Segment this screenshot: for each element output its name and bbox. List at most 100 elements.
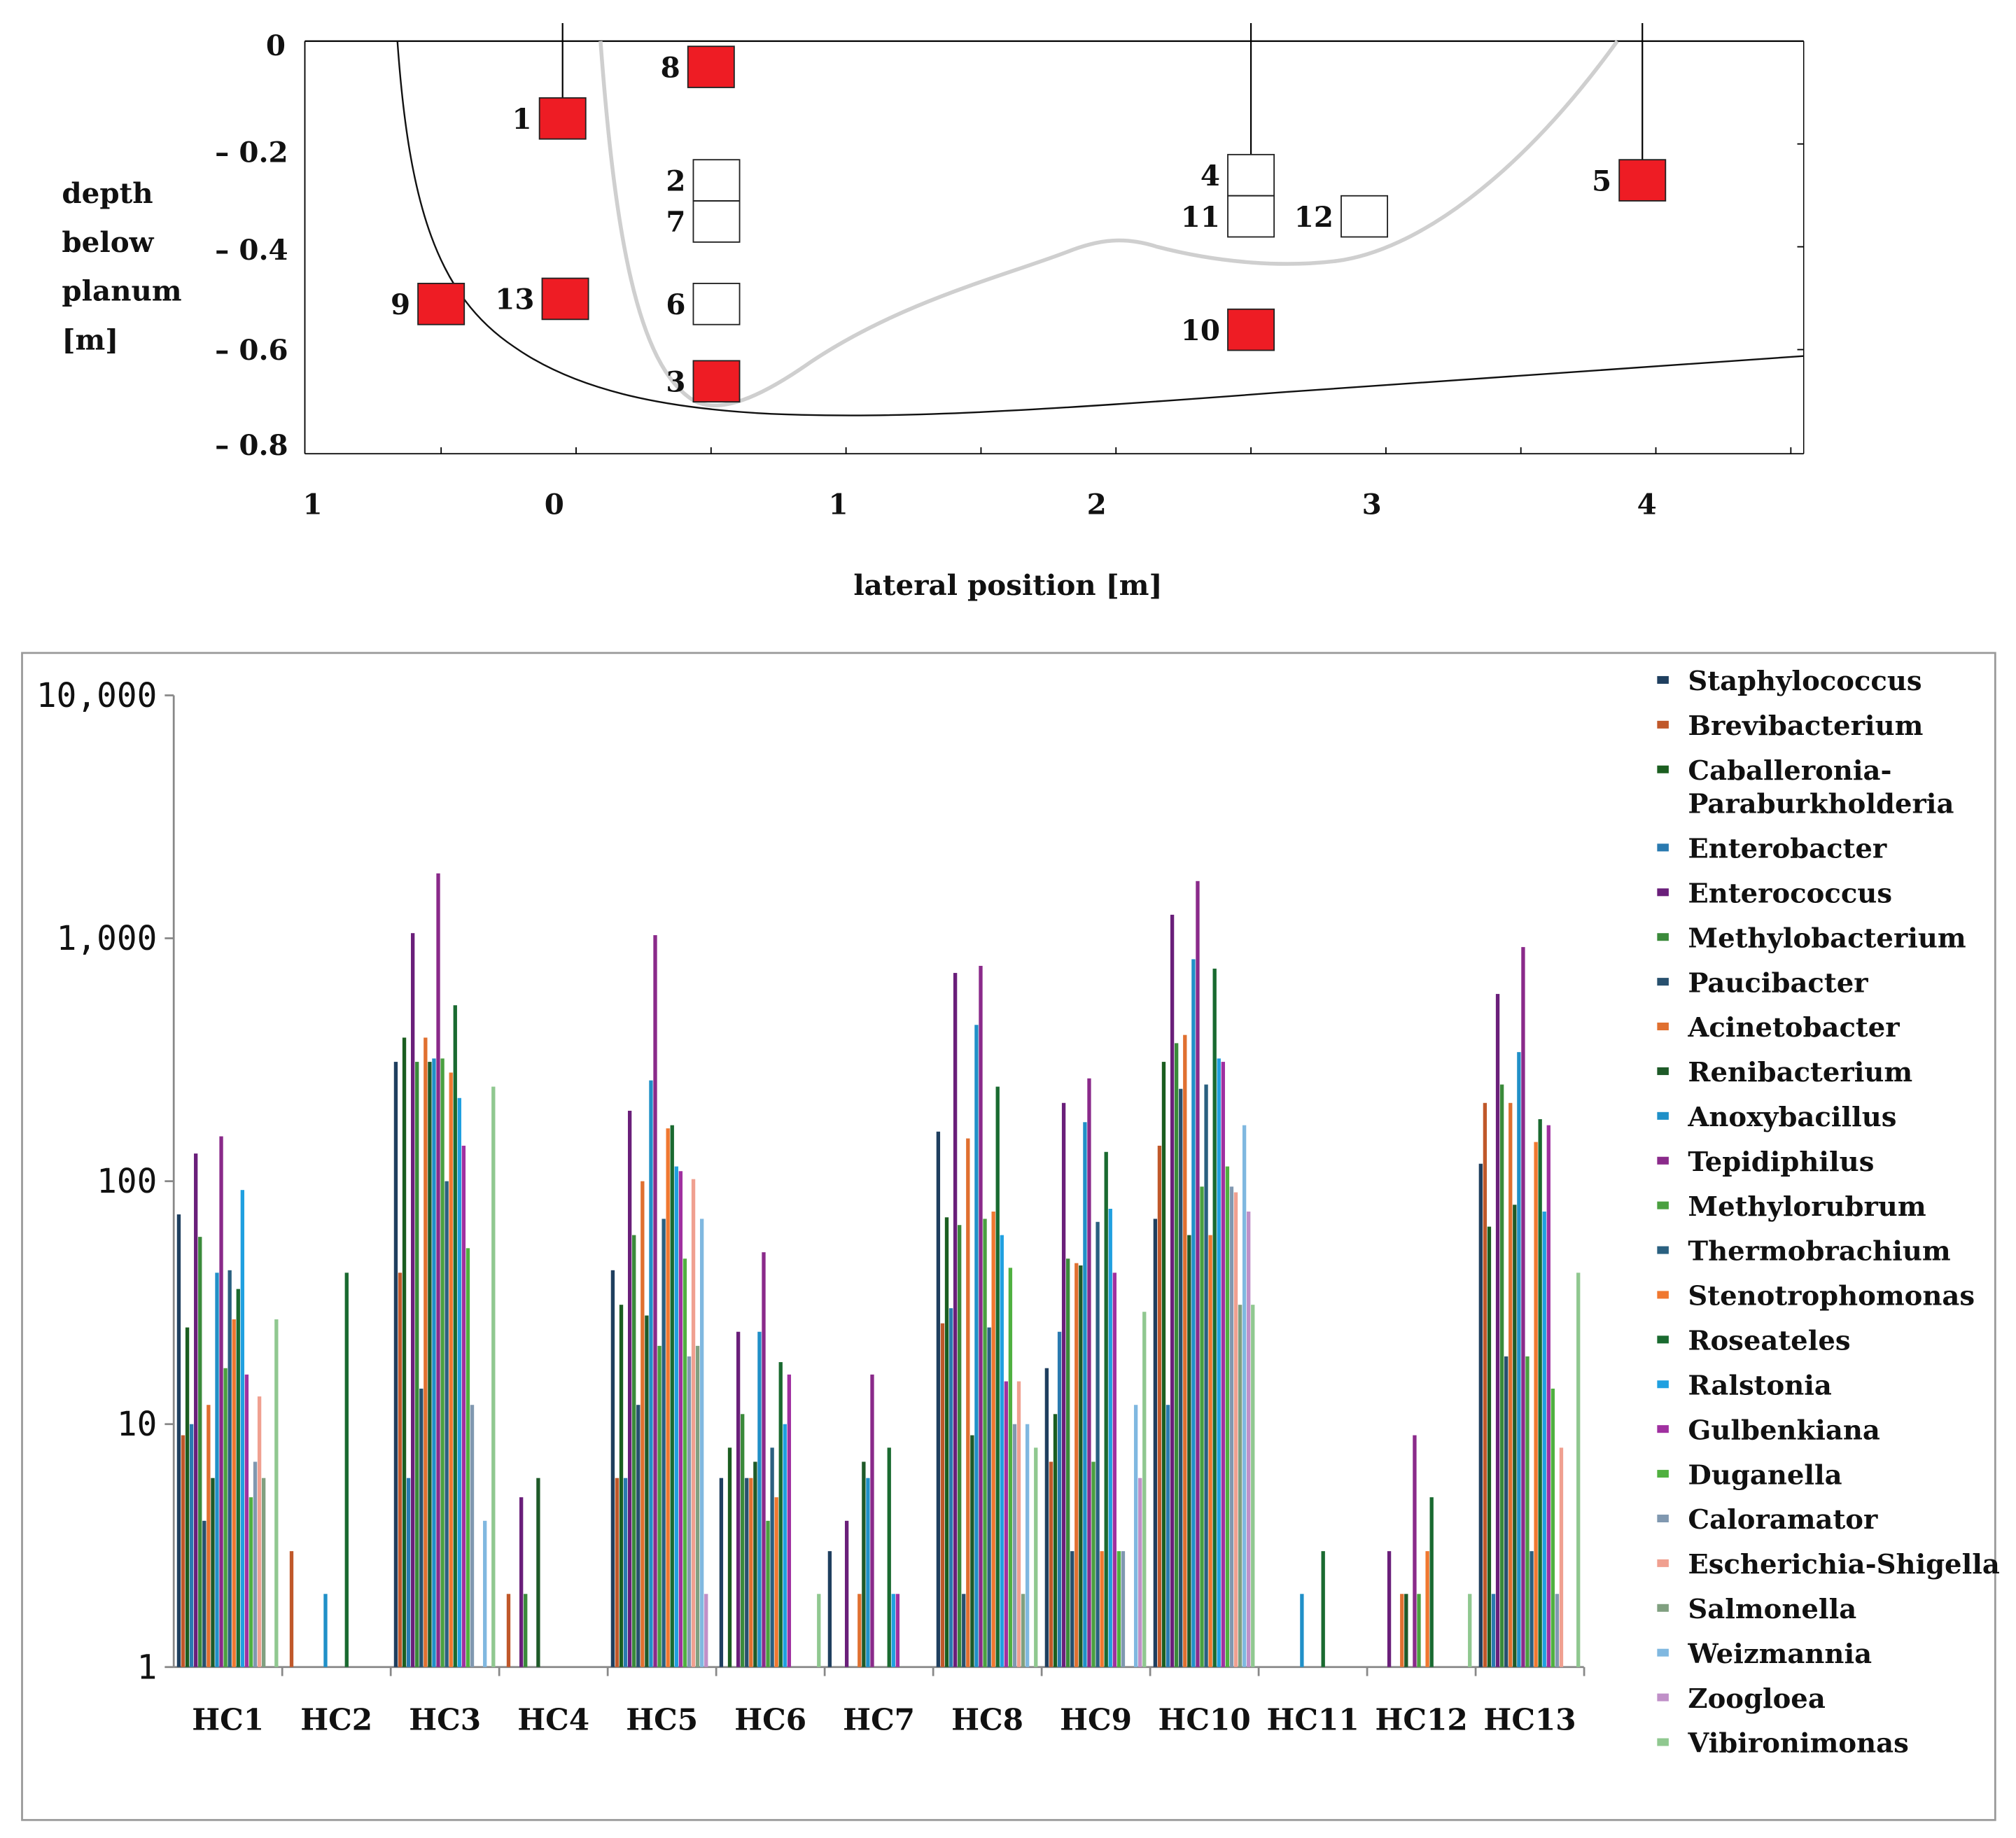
- bar-HC8-Escherichia-Shigella: [1016, 1381, 1021, 1667]
- legend-swatch: [1657, 1291, 1669, 1299]
- bar-HC3-Anoxybacillus: [432, 1058, 436, 1667]
- bar-HC9-Tepidiphilus: [1087, 1078, 1091, 1667]
- bar-HC8-Enterococcus: [953, 973, 958, 1667]
- bar-HC7-Acinetobacter: [858, 1594, 862, 1667]
- bar-HC3-Ralstonia: [457, 1097, 461, 1667]
- bar-HC5-Paucibacter: [636, 1405, 640, 1667]
- legend-label: Roseateles: [1688, 1326, 1850, 1357]
- sample-8: 8: [661, 45, 735, 88]
- x-axis-labels: HC1 HC2 HC3 HC4 HC5 HC6 HC7 HC8 HC9 HC10 HC11 HC12 H…: [192, 1667, 1586, 1737]
- bar-HC1-Caloramator: [253, 1461, 258, 1667]
- legend-item-Tepidiphilus: Tepidiphilus: [1657, 1146, 1874, 1178]
- bar-HC4-Brevibacterium: [506, 1594, 511, 1667]
- bar-HC13-Caballeronia-Paraburkholderia: [1487, 1226, 1492, 1667]
- legend-label: Duganella: [1688, 1459, 1842, 1491]
- legend-item-Renibacterium: Renibacterium: [1657, 1057, 1912, 1088]
- bar-HC1-Anoxybacillus: [215, 1272, 219, 1667]
- legend-swatch: [1657, 1648, 1669, 1657]
- bar-HC5-Anoxybacillus: [649, 1080, 653, 1667]
- bar-HC13-Renibacterium: [1513, 1205, 1517, 1667]
- bar-HC5-Staphylococcus: [610, 1270, 615, 1667]
- bar-HC1-Duganella: [248, 1497, 253, 1667]
- negative-sample-box: [692, 200, 741, 243]
- bar-HC6-Ralstonia: [783, 1424, 787, 1667]
- bar-HC13-Methylobacterium: [1499, 1084, 1504, 1667]
- x-axis-title: lateral position [m]: [853, 568, 1162, 602]
- sample-2: 2: [666, 159, 741, 202]
- bar-HC13-Anoxybacillus: [1517, 1052, 1521, 1667]
- positive-sample-box: [687, 45, 735, 88]
- bar-HC6-Paucibacter: [745, 1478, 749, 1667]
- bar-HC10-Anoxybacillus: [1191, 959, 1196, 1667]
- bar-HC1-Acinetobacter: [206, 1405, 211, 1667]
- bar-HC8-Weizmannia: [1025, 1424, 1030, 1667]
- y-tick-label: 10: [117, 1405, 157, 1444]
- bar-HC5-Gulbenkiana: [678, 1171, 683, 1667]
- bar-HC10-Ralstonia: [1217, 1058, 1221, 1667]
- legend-label-line: Caballeronia-: [1688, 755, 1891, 787]
- legend-label: Anoxybacillus: [1687, 1102, 1896, 1133]
- bar-HC5-Renibacterium: [645, 1315, 649, 1667]
- bar-HC3-Paucibacter: [419, 1388, 424, 1667]
- bar-HC1-Ralstonia: [240, 1190, 245, 1667]
- bar-HC10-Vibironimonas: [1251, 1305, 1255, 1667]
- bar-HC9-Renibacterium: [1079, 1265, 1083, 1667]
- bar-HC5-Caballeronia-Paraburkholderia: [619, 1305, 624, 1667]
- bar-HC9-Paucibacter: [1070, 1551, 1074, 1667]
- bar-HC3-Gulbenkiana: [461, 1145, 466, 1667]
- bar-HC9-Roseateles: [1104, 1151, 1108, 1667]
- sample-1: 1: [512, 23, 587, 140]
- legend-item-Acinetobacter: Acinetobacter: [1657, 1012, 1900, 1044]
- legend-item-Anoxybacillus: Anoxybacillus: [1657, 1102, 1897, 1133]
- bar-HC10-Thermobrachium: [1204, 1084, 1208, 1667]
- sample-label: 13: [495, 283, 534, 316]
- bar-HC13-Enterobacter: [1491, 1594, 1496, 1667]
- bar-HC1-Salmonella: [261, 1478, 266, 1667]
- category-label-HC5: HC5: [626, 1702, 698, 1737]
- legend-swatch: [1657, 1023, 1669, 1031]
- positive-sample-box: [541, 277, 589, 321]
- y-tick-label: 10,000: [36, 677, 157, 715]
- bar-HC5-Thermobrachium: [662, 1219, 666, 1667]
- bar-HC8-Caloramator: [1012, 1424, 1017, 1667]
- bar-HC5-Duganella: [682, 1258, 687, 1667]
- bar-HC6-Staphylococcus: [719, 1478, 724, 1667]
- legend-label: Enterococcus: [1688, 878, 1892, 909]
- bar-HC5-Salmonella: [695, 1345, 700, 1667]
- sample-12: 12: [1294, 195, 1389, 238]
- bar-HC6-Anoxybacillus: [757, 1331, 762, 1667]
- legend-swatch: [1657, 1604, 1669, 1612]
- bar-HC1-Paucibacter: [202, 1520, 206, 1667]
- bar-HC6-Tepidiphilus: [762, 1252, 766, 1667]
- bar-HC9-Brevibacterium: [1049, 1461, 1054, 1667]
- legend-swatch: [1657, 765, 1669, 773]
- bar-HC13-Methylorubrum: [1525, 1356, 1530, 1667]
- bar-HC11-Roseateles: [1321, 1551, 1325, 1667]
- bar-HC10-Caloramator: [1229, 1186, 1234, 1667]
- negative-sample-box: [692, 159, 741, 202]
- bar-HC8-Stenotrophomonas: [991, 1211, 995, 1667]
- sample-label: 4: [1200, 159, 1220, 192]
- category-label-HC1: HC1: [192, 1702, 264, 1737]
- legend-label: Methylorubrum: [1688, 1191, 1926, 1223]
- bar-HC3-Stenotrophomonas: [449, 1072, 453, 1667]
- bar-HC9-Zoogloea: [1138, 1478, 1142, 1667]
- negative-sample-box: [1227, 153, 1275, 197]
- legend-item-Methylobacterium: Methylobacterium: [1657, 922, 1966, 954]
- bar-HC9-Stenotrophomonas: [1100, 1551, 1104, 1667]
- bar-HC1-Methylorubrum: [223, 1368, 227, 1667]
- bar-HC9-Weizmannia: [1133, 1405, 1138, 1667]
- negative-sample-box: [1340, 195, 1389, 238]
- bar-HC8-Anoxybacillus: [974, 1025, 979, 1667]
- bar-HC7-Gulbenkiana: [895, 1594, 900, 1667]
- bar-HC8-Staphylococcus: [936, 1131, 941, 1667]
- bar-HC6-Methylobacterium: [741, 1414, 745, 1667]
- legend-label: Staphylococcus: [1688, 666, 1921, 697]
- bar-HC8-Methylobacterium: [958, 1225, 962, 1667]
- bar-HC6-Acinetobacter: [749, 1478, 753, 1667]
- bar-HC10-Duganella: [1225, 1166, 1230, 1667]
- bar-HC6-Roseateles: [778, 1362, 783, 1667]
- bar-HC12-Methylorubrum: [1417, 1594, 1421, 1667]
- legend-item-Ralstonia: Ralstonia: [1657, 1370, 1832, 1401]
